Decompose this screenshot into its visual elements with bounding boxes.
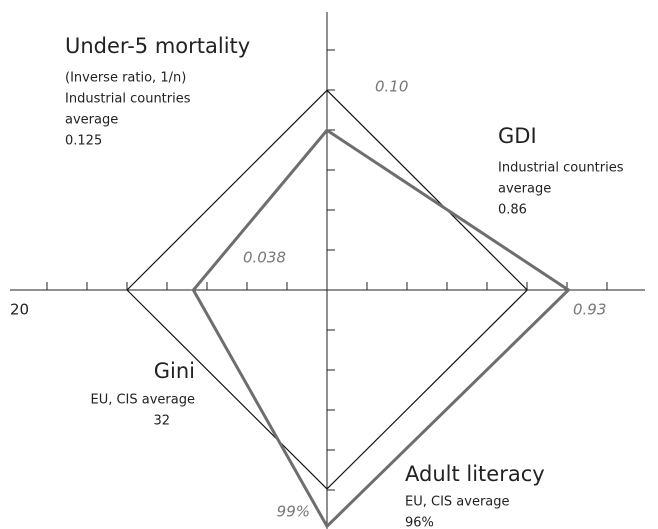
axis-end-label: 20 bbox=[10, 301, 29, 319]
country-value-label: 0.10 bbox=[375, 78, 408, 96]
axis-note: EU, CIS average bbox=[405, 495, 510, 510]
reference-value-label: 0.125 bbox=[65, 134, 102, 149]
axis-note: Industrial countries bbox=[498, 161, 624, 176]
axis-note: Industrial countries bbox=[65, 92, 191, 107]
axis-note: EU, CIS average bbox=[90, 393, 195, 408]
axis-name: Gini bbox=[154, 359, 195, 383]
annotation: 0.038 bbox=[243, 249, 286, 267]
reference-value-label: 32 bbox=[153, 414, 170, 429]
reference-value-label: 96% bbox=[405, 516, 434, 529]
country-value-label: 99% bbox=[277, 503, 310, 521]
series-shape bbox=[126, 89, 529, 490]
axis-name: GDI bbox=[498, 124, 537, 148]
axis-note: average bbox=[65, 113, 118, 128]
axis-note: average bbox=[498, 182, 551, 197]
axis-name: Under-5 mortality bbox=[65, 34, 250, 58]
axis-note: (Inverse ratio, 1/n) bbox=[65, 71, 186, 86]
country-value-label: 0.93 bbox=[573, 301, 606, 319]
reference-value-label: 0.86 bbox=[498, 203, 527, 218]
series-shape bbox=[191, 128, 571, 529]
axis-name: Adult literacy bbox=[405, 462, 545, 486]
